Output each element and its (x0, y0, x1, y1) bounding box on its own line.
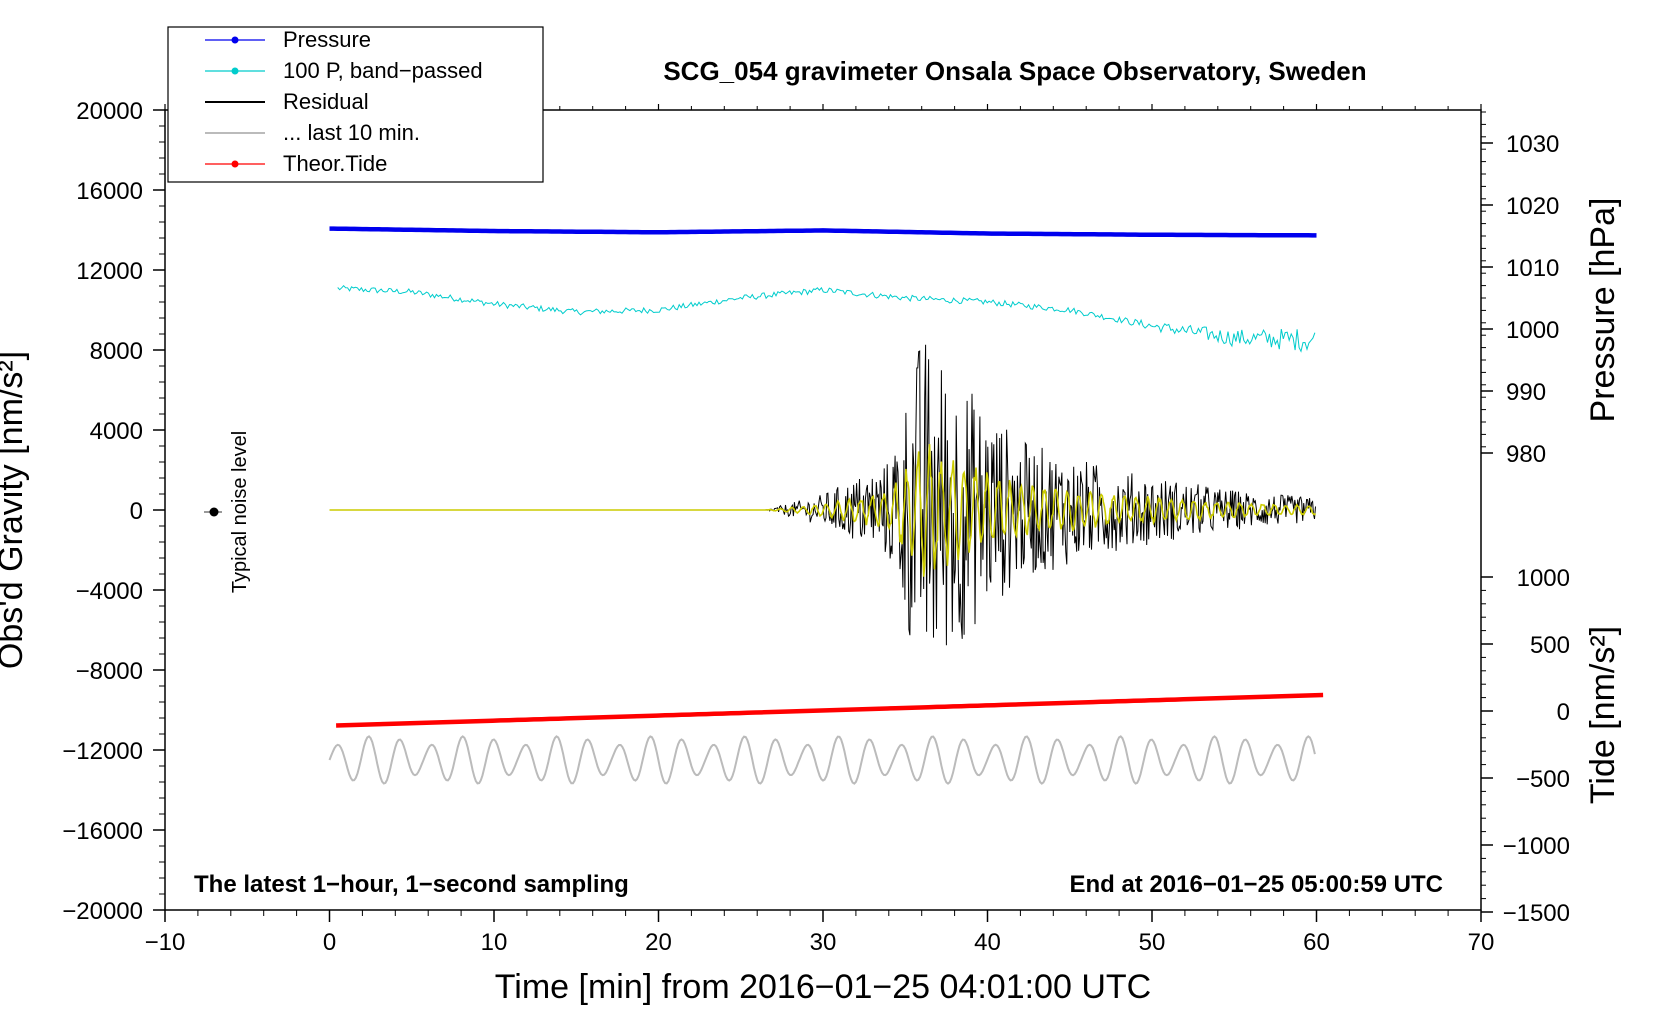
annotation-left: The latest 1−hour, 1−second sampling (194, 871, 629, 898)
legend-label: Residual (283, 89, 369, 114)
minor-ticks (159, 106, 1486, 916)
x-tick-label: 0 (323, 929, 336, 956)
y-tick-label: 8000 (90, 338, 143, 365)
y-axis-tide: 1000 500 0 −500 −1000 −1500 (1481, 565, 1570, 927)
x-tick-label: 60 (1303, 929, 1330, 956)
series-last-10-min (328, 735, 1316, 785)
pressure-tick-label: 1020 (1506, 193, 1559, 220)
x-axis: −10 0 10 20 30 40 50 60 70 (145, 104, 1495, 956)
y-axis-label-left: Obs'd Gravity [nm/s²] (0, 351, 30, 669)
x-tick-label: 40 (974, 929, 1001, 956)
y-axis-left: 20000 16000 12000 8000 4000 0 −4000 −8000 −12000… (62, 98, 165, 925)
tide-tick-label: 0 (1557, 699, 1570, 726)
tide-tick-label: 1000 (1517, 565, 1570, 592)
tide-tick-label: −1500 (1503, 900, 1570, 927)
annotation-right: End at 2016−01−25 05:00:59 UTC (1069, 871, 1443, 898)
y-tick-label: 12000 (76, 258, 143, 285)
series-band-passed (337, 284, 1316, 353)
tide-tick-label: 500 (1530, 632, 1570, 659)
x-tick-label: 70 (1468, 929, 1495, 956)
legend-marker (231, 67, 239, 75)
noise-label: Typical noise level (229, 431, 251, 593)
y-tick-label: −16000 (62, 818, 143, 845)
tide-tick-label: −1000 (1503, 833, 1570, 860)
legend-label: Theor.Tide (283, 151, 387, 176)
series-theor-tide (336, 692, 1324, 728)
legend-box (167, 26, 544, 183)
y-tick-label: 0 (130, 498, 143, 525)
series-residual (329, 344, 1316, 646)
x-tick-label: 10 (481, 929, 508, 956)
legend-marker (231, 36, 239, 44)
pressure-tick-label: 1000 (1506, 317, 1559, 344)
chart-title: SCG_054 gravimeter Onsala Space Observat… (663, 56, 1366, 86)
pressure-tick-label: 980 (1506, 441, 1546, 468)
y-tick-label: −20000 (62, 898, 143, 925)
y-tick-label: 20000 (76, 98, 143, 125)
x-tick-label: −10 (145, 929, 186, 956)
x-axis-label: Time [min] from 2016−01−25 04:01:00 UTC (495, 968, 1151, 1006)
y-tick-label: −4000 (76, 578, 143, 605)
legend-label: ... last 10 min. (283, 120, 420, 145)
y-axis-label-tide: Tide [nm/s²] (1584, 626, 1622, 804)
series-group (328, 226, 1324, 785)
legend-label: 100 P, band−passed (283, 58, 483, 83)
legend-label: Pressure (283, 27, 371, 52)
x-tick-label: 20 (645, 929, 672, 956)
pressure-tick-label: 990 (1506, 379, 1546, 406)
y-tick-label: 16000 (76, 178, 143, 205)
noise-marker (204, 507, 222, 517)
legend: Pressure 100 P, band−passed Residual ... la… (205, 27, 483, 176)
x-tick-label: 30 (810, 929, 837, 956)
series-pressure (329, 226, 1317, 238)
y-tick-label: −12000 (62, 738, 143, 765)
y-tick-label: 4000 (90, 418, 143, 445)
legend-marker (231, 160, 239, 168)
y-tick-label: −8000 (76, 658, 143, 685)
y-axis-pressure: 1030 1020 1010 1000 990 980 (1481, 131, 1559, 468)
pressure-tick-label: 1010 (1506, 255, 1559, 282)
y-axis-label-pressure: Pressure [hPa] (1584, 198, 1622, 423)
x-tick-label: 50 (1139, 929, 1166, 956)
series-residual-filtered (329, 444, 1317, 577)
pressure-tick-label: 1030 (1506, 131, 1559, 158)
tide-tick-label: −500 (1516, 766, 1570, 793)
noise-marker-dot (209, 507, 219, 517)
